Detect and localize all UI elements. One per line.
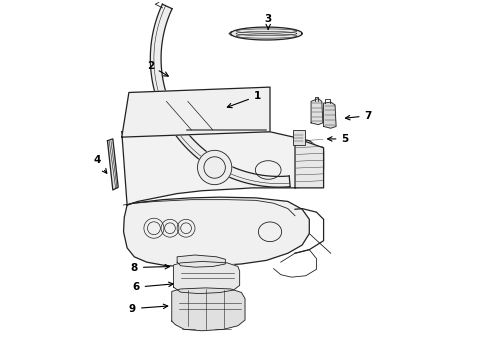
Text: 9: 9	[129, 303, 168, 314]
Polygon shape	[107, 139, 118, 190]
Polygon shape	[150, 4, 290, 187]
Text: 7: 7	[345, 111, 372, 121]
Text: 2: 2	[147, 61, 168, 76]
Polygon shape	[177, 255, 225, 267]
Polygon shape	[295, 138, 323, 188]
Polygon shape	[323, 102, 336, 128]
Polygon shape	[231, 27, 302, 40]
Polygon shape	[122, 87, 270, 137]
Text: 3: 3	[265, 14, 272, 29]
Text: 8: 8	[131, 262, 170, 273]
Text: 5: 5	[328, 134, 349, 144]
Polygon shape	[122, 128, 323, 205]
Text: 4: 4	[93, 156, 107, 173]
Text: 6: 6	[132, 282, 173, 292]
Polygon shape	[172, 288, 245, 331]
Polygon shape	[173, 261, 240, 294]
FancyBboxPatch shape	[293, 130, 305, 145]
Polygon shape	[311, 99, 323, 125]
Text: 1: 1	[227, 91, 261, 108]
Polygon shape	[123, 197, 309, 266]
Circle shape	[197, 150, 232, 185]
